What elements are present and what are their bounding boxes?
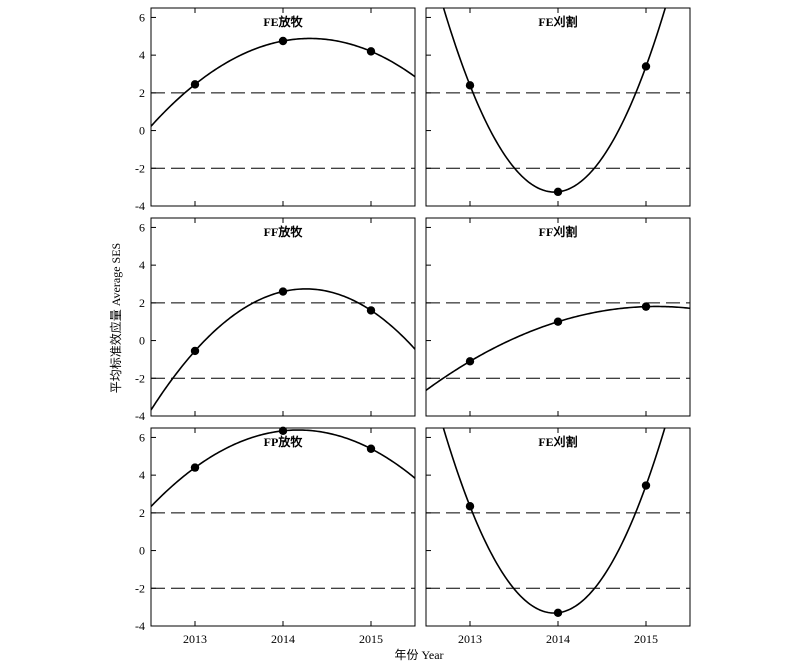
y-tick-label: 2	[139, 86, 145, 100]
x-tick-label: 2014	[546, 632, 570, 646]
data-point	[553, 317, 563, 326]
panel-frame	[425, 427, 691, 627]
panel-title: FF刈割	[539, 224, 578, 239]
x-tick-label: 2015	[359, 632, 383, 646]
y-tick-label: 4	[139, 258, 145, 272]
data-point	[366, 47, 376, 56]
y-tick-label: 2	[139, 296, 145, 310]
y-tick-label: 0	[139, 334, 145, 348]
fitted-curve	[151, 288, 415, 411]
panel-title: FE刈割	[538, 14, 577, 29]
fitted-curve	[442, 428, 666, 614]
y-tick-label: -4	[135, 619, 145, 633]
data-point	[641, 302, 651, 311]
data-point	[641, 481, 651, 490]
data-point	[190, 346, 200, 356]
data-point	[278, 36, 288, 46]
x-tick-label: 2014	[271, 632, 295, 646]
panel-frame	[425, 217, 691, 417]
x-tick-label: 2015	[634, 632, 658, 646]
panel-title: FP放牧	[264, 434, 304, 449]
y-tick-label: 6	[139, 220, 145, 234]
data-point	[465, 81, 475, 90]
y-tick-label: 4	[139, 48, 145, 62]
panel-title: FE放牧	[263, 14, 303, 29]
y-tick-label: -2	[135, 161, 145, 175]
y-tick-label: -2	[135, 371, 145, 385]
panel-frame	[150, 427, 416, 627]
y-tick-label: 6	[139, 430, 145, 444]
y-tick-label: -4	[135, 199, 145, 213]
data-point	[190, 80, 200, 89]
data-point	[278, 287, 288, 296]
data-point	[641, 62, 651, 71]
panel-title: FF放牧	[264, 224, 304, 239]
fitted-curve	[151, 37, 415, 127]
panels-group: 6 4 2 0 -2 -4 FE放牧 FE刈割 6 4 2 0 -2 -4 FF放牧 FF刈割 6 4 2 0 -2 -4…	[135, 7, 691, 646]
y-tick-label: 0	[139, 124, 145, 138]
panel-frame	[150, 217, 416, 417]
panel-4: FF刈割	[425, 217, 691, 417]
y-axis-title: 平均标准效应量 Average SES	[108, 243, 123, 393]
y-tick-label: 2	[139, 506, 145, 520]
data-point	[553, 608, 563, 617]
x-tick-label: 2013	[458, 632, 482, 646]
y-tick-label: 4	[139, 468, 145, 482]
panel-3: 6 4 2 0 -2 -4 FF放牧	[135, 217, 416, 423]
panel-title: FE刈割	[538, 434, 577, 449]
x-axis-title: 年份 Year	[394, 648, 443, 662]
panel-frame	[425, 7, 691, 207]
y-tick-label: 6	[139, 10, 145, 24]
panel-1: 6 4 2 0 -2 -4 FE放牧	[135, 7, 416, 213]
panel-5: 6 4 2 0 -2 -4 2013 2014 2015 FP放牧	[135, 426, 416, 646]
data-point	[553, 187, 563, 197]
data-point	[465, 357, 475, 366]
panel-2: FE刈割	[425, 7, 691, 207]
x-tick-label: 2013	[183, 632, 207, 646]
data-point	[278, 426, 288, 436]
y-tick-label: -4	[135, 409, 145, 423]
y-tick-label: -2	[135, 581, 145, 595]
data-point	[465, 502, 475, 511]
data-point	[366, 306, 376, 315]
panel-6: 2013 2014 2015 FE刈割	[425, 427, 691, 646]
y-tick-label: 0	[139, 544, 145, 558]
data-point	[366, 444, 376, 453]
data-point	[190, 463, 200, 472]
